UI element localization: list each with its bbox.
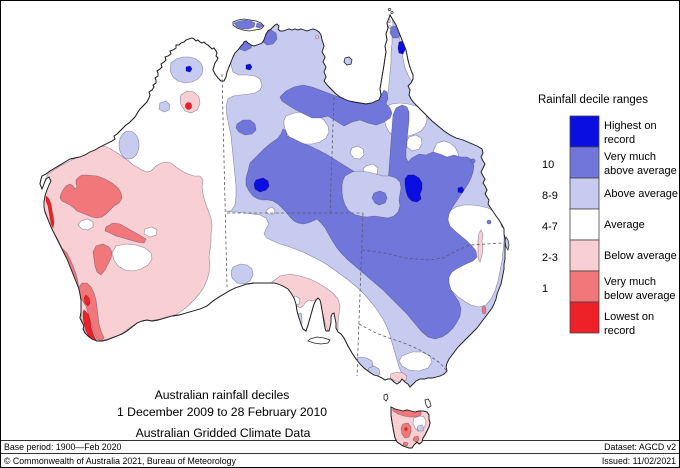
svg-text:Very much: Very much xyxy=(604,151,656,163)
svg-text:Highest on: Highest on xyxy=(604,120,657,132)
svg-text:Below average: Below average xyxy=(604,250,677,262)
svg-text:Base period: 1900—Feb 2020: Base period: 1900—Feb 2020 xyxy=(4,442,121,452)
svg-text:10: 10 xyxy=(542,159,554,171)
svg-text:Rainfall decile ranges: Rainfall decile ranges xyxy=(538,94,648,106)
svg-text:Average: Average xyxy=(604,219,645,231)
svg-text:1 December 2009 to 28 February: 1 December 2009 to 28 February 2010 xyxy=(117,405,327,419)
svg-text:below average: below average xyxy=(604,290,676,302)
svg-text:Australian rainfall deciles: Australian rainfall deciles xyxy=(155,388,290,402)
svg-text:1: 1 xyxy=(542,283,548,295)
svg-text:Very much: Very much xyxy=(604,276,656,288)
svg-text:© Commonwealth of Australia 20: © Commonwealth of Australia 2021, Bureau… xyxy=(4,456,237,466)
svg-text:2-3: 2-3 xyxy=(542,252,558,264)
svg-text:record: record xyxy=(604,134,635,146)
svg-text:Issued: 11/02/2021: Issued: 11/02/2021 xyxy=(602,456,676,466)
svg-text:above average: above average xyxy=(604,165,677,177)
svg-text:Dataset: AGCD v2: Dataset: AGCD v2 xyxy=(604,442,676,452)
svg-text:8-9: 8-9 xyxy=(542,190,558,202)
svg-text:Above average: Above average xyxy=(604,188,678,200)
svg-text:Australian Gridded Climate Dat: Australian Gridded Climate Data xyxy=(136,426,311,440)
svg-text:4-7: 4-7 xyxy=(542,221,558,233)
svg-text:record: record xyxy=(604,325,635,337)
svg-text:Lowest on: Lowest on xyxy=(604,311,654,323)
